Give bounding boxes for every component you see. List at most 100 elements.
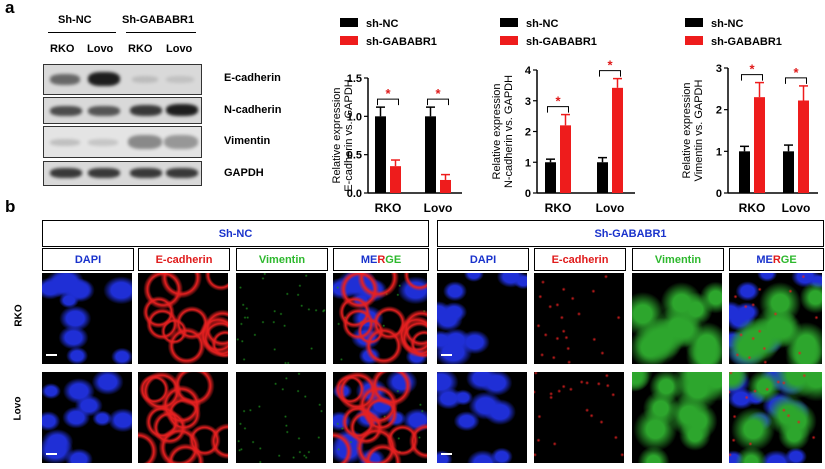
wb-strip-gapdh	[43, 161, 202, 186]
wb-band	[164, 135, 198, 149]
bar	[739, 151, 750, 193]
wb-lane-label-4: Lovo	[166, 43, 193, 55]
significance-star: *	[607, 58, 613, 73]
micrograph-vimentin-shnc-lovo	[236, 372, 326, 463]
merge-letters-ge: GE	[385, 253, 402, 266]
panel-letter-a: a	[5, 0, 15, 17]
wb-group-label-shgababr1: Sh-GABABR1	[122, 14, 195, 26]
y-tick-label: 0.5	[347, 150, 362, 162]
y-axis-label: Relative expression	[681, 83, 693, 179]
y-tick-label: 0	[525, 188, 531, 200]
micrograph-ecadherin-shgababr1-rko	[534, 273, 624, 364]
y-axis-label: Vimentin vs. GAPDH	[693, 80, 705, 182]
wb-band	[130, 105, 162, 116]
wb-protein-label-gapdh: GAPDH	[224, 167, 264, 179]
wb-band	[88, 72, 120, 86]
legend-swatch	[685, 36, 703, 45]
micrograph-dapi-shnc-lovo	[42, 372, 132, 463]
significance-star: *	[749, 62, 755, 77]
wb-group-line-shgababr1	[126, 32, 196, 33]
if-channel-ecadherin: E-cadherin	[138, 248, 230, 271]
wb-lane-label-3: RKO	[128, 43, 153, 55]
micrograph-ecadherin-shnc-lovo	[138, 372, 228, 463]
micrograph-merge-shnc-rko	[333, 273, 427, 364]
significance-bracket	[785, 77, 807, 84]
legend-label: sh-GABABR1	[366, 36, 437, 48]
bar	[375, 116, 386, 193]
if-channel-vimentin: Vimentin	[236, 248, 328, 271]
y-axis-label: Relative expression	[331, 88, 343, 184]
scale-bar	[441, 354, 452, 356]
if-group-header-shnc: Sh-NC	[42, 220, 429, 247]
wb-protein-label-ncadherin: N-cadherin	[224, 104, 282, 116]
merge-letters-me: ME	[756, 253, 773, 266]
merge-letters-r: R	[377, 253, 386, 266]
y-tick-label: 1.0	[347, 111, 362, 123]
bar	[425, 116, 436, 193]
y-tick-label: 3	[716, 63, 722, 75]
scale-bar	[46, 453, 57, 455]
wb-band	[166, 76, 194, 83]
bar-chart-vimentin: sh-NC sh-GABABR1 0 1 2 3 Relative expression Vi…	[681, 18, 818, 215]
wb-band	[88, 106, 120, 116]
bar	[390, 166, 401, 193]
micrograph-vimentin-shgababr1-rko	[632, 273, 722, 364]
wb-strip-vimentin	[43, 126, 202, 158]
y-tick-label: 3	[525, 96, 531, 108]
y-tick-label: 2	[525, 127, 531, 139]
wb-band	[50, 139, 80, 146]
wb-protein-label-vimentin: Vimentin	[224, 135, 271, 147]
x-tick-label: RKO	[375, 201, 402, 215]
legend-swatch	[685, 18, 703, 27]
x-tick-label: Lovo	[596, 201, 625, 215]
bar	[783, 151, 794, 193]
bar	[612, 87, 623, 193]
wb-group-line-shnc	[48, 32, 116, 33]
micrograph-dapi-shgababr1-rko	[437, 273, 527, 364]
bar	[545, 162, 556, 193]
bar	[754, 97, 765, 193]
significance-star: *	[435, 86, 441, 101]
if-channel-dapi: DAPI	[42, 248, 134, 271]
x-tick-label: Lovo	[782, 201, 811, 215]
significance-bracket	[547, 106, 569, 113]
y-tick-label: 1	[525, 157, 531, 169]
x-tick-label: RKO	[545, 201, 572, 215]
wb-band	[128, 135, 162, 149]
micrograph-merge-shnc-lovo	[333, 372, 427, 463]
legend-swatch	[340, 18, 358, 27]
significance-bracket	[377, 98, 399, 106]
legend-label: sh-NC	[526, 18, 558, 30]
bar	[798, 100, 809, 193]
wb-lane-label-1: RKO	[50, 43, 75, 55]
y-tick-label: 2	[716, 105, 722, 117]
if-channel-merge: ME R GE	[333, 248, 429, 271]
legend-swatch	[500, 36, 518, 45]
wb-band	[50, 74, 80, 85]
micrograph-dapi-shgababr1-lovo	[437, 372, 527, 463]
scale-bar	[441, 453, 452, 455]
wb-lane-label-2: Lovo	[87, 43, 114, 55]
y-tick-label: 0	[716, 188, 722, 200]
if-channel-vimentin: Vimentin	[632, 248, 724, 271]
x-tick-label: RKO	[739, 201, 766, 215]
wb-protein-label-ecadherin: E-cadherin	[224, 72, 281, 84]
wb-band	[50, 168, 82, 178]
legend-label: sh-NC	[711, 18, 743, 30]
bar	[597, 162, 608, 193]
micrograph-ecadherin-shnc-rko	[138, 273, 228, 364]
wb-strip-ncadherin	[43, 97, 202, 124]
significance-star: *	[793, 65, 799, 80]
significance-star: *	[555, 94, 561, 109]
wb-group-label-shnc: Sh-NC	[58, 14, 92, 26]
y-tick-label: 4	[525, 65, 532, 77]
legend-label: sh-NC	[366, 18, 398, 30]
panel-letter-b: b	[5, 197, 16, 216]
if-group-header-shgababr1: Sh-GABABR1	[437, 220, 824, 247]
wb-band	[50, 106, 82, 116]
bar-chart-ecadherin: sh-NC sh-GABABR1 0.0 0.5 1.0 1.5 Relative expr…	[331, 18, 462, 215]
legend-swatch	[500, 18, 518, 27]
wb-band	[132, 76, 158, 83]
if-row-label-rko: RKO	[13, 304, 25, 327]
micrograph-vimentin-shnc-rko	[236, 273, 326, 364]
